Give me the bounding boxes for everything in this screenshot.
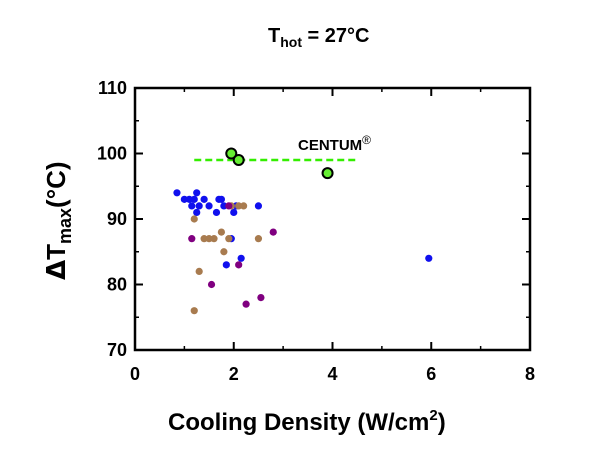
data-point — [220, 202, 228, 210]
y-tick-label: 90 — [107, 209, 127, 229]
data-point — [217, 195, 226, 203]
data-point — [190, 215, 198, 223]
axis-ticks — [134, 87, 531, 351]
centum-annotation: CENTUM® — [298, 133, 371, 154]
data-point — [242, 300, 250, 308]
x-tick-label: 6 — [426, 364, 436, 384]
data-point — [217, 228, 226, 236]
data-point — [185, 195, 193, 203]
x-tick-label: 2 — [229, 364, 239, 384]
data-point — [235, 261, 243, 269]
data-point — [230, 208, 238, 217]
x-tick-labels: 0 2 4 6 8 — [130, 364, 535, 384]
data-point — [269, 228, 277, 236]
data-point — [200, 235, 208, 243]
data-point — [205, 202, 213, 210]
data-point — [188, 202, 196, 210]
y-tick-label: 100 — [97, 144, 127, 164]
x-tick-label: 4 — [327, 364, 337, 384]
data-point — [257, 294, 265, 302]
data-point — [188, 235, 196, 243]
y-tick-label: 110 — [98, 78, 127, 98]
data-points — [173, 147, 433, 315]
data-point — [237, 254, 245, 262]
data-point — [220, 248, 228, 256]
data-point — [212, 208, 221, 217]
y-tick-label: 80 — [107, 275, 127, 295]
data-point — [180, 195, 188, 203]
data-point — [222, 261, 230, 269]
x-tick-label: 8 — [525, 364, 535, 384]
data-point — [225, 202, 233, 210]
data-point — [210, 235, 218, 243]
x-tick-label: 0 — [130, 364, 140, 384]
data-point — [205, 235, 213, 243]
centum-data-point — [321, 167, 334, 180]
data-point — [225, 235, 233, 243]
data-point — [193, 189, 201, 197]
data-point — [190, 307, 198, 315]
data-point — [240, 202, 248, 210]
data-point — [173, 189, 181, 197]
data-point — [254, 235, 263, 243]
y-tick-labels: 70 80 90 100 110 — [97, 78, 127, 360]
data-point — [425, 254, 433, 262]
data-point — [195, 202, 203, 210]
data-point — [193, 208, 201, 217]
data-point — [235, 202, 243, 210]
data-point — [200, 195, 208, 203]
y-axis-title: ΔTmax(°C) — [41, 161, 75, 280]
data-point — [190, 195, 198, 203]
data-point — [195, 267, 203, 275]
y-tick-label: 70 — [107, 340, 127, 360]
x-axis-title: Cooling Density (W/cm2) — [168, 407, 446, 436]
data-point — [254, 202, 263, 210]
chart-title: Thot = 27°C — [268, 25, 369, 50]
data-point — [207, 280, 216, 289]
centum-data-point — [225, 147, 238, 160]
centum-data-point — [232, 154, 245, 167]
